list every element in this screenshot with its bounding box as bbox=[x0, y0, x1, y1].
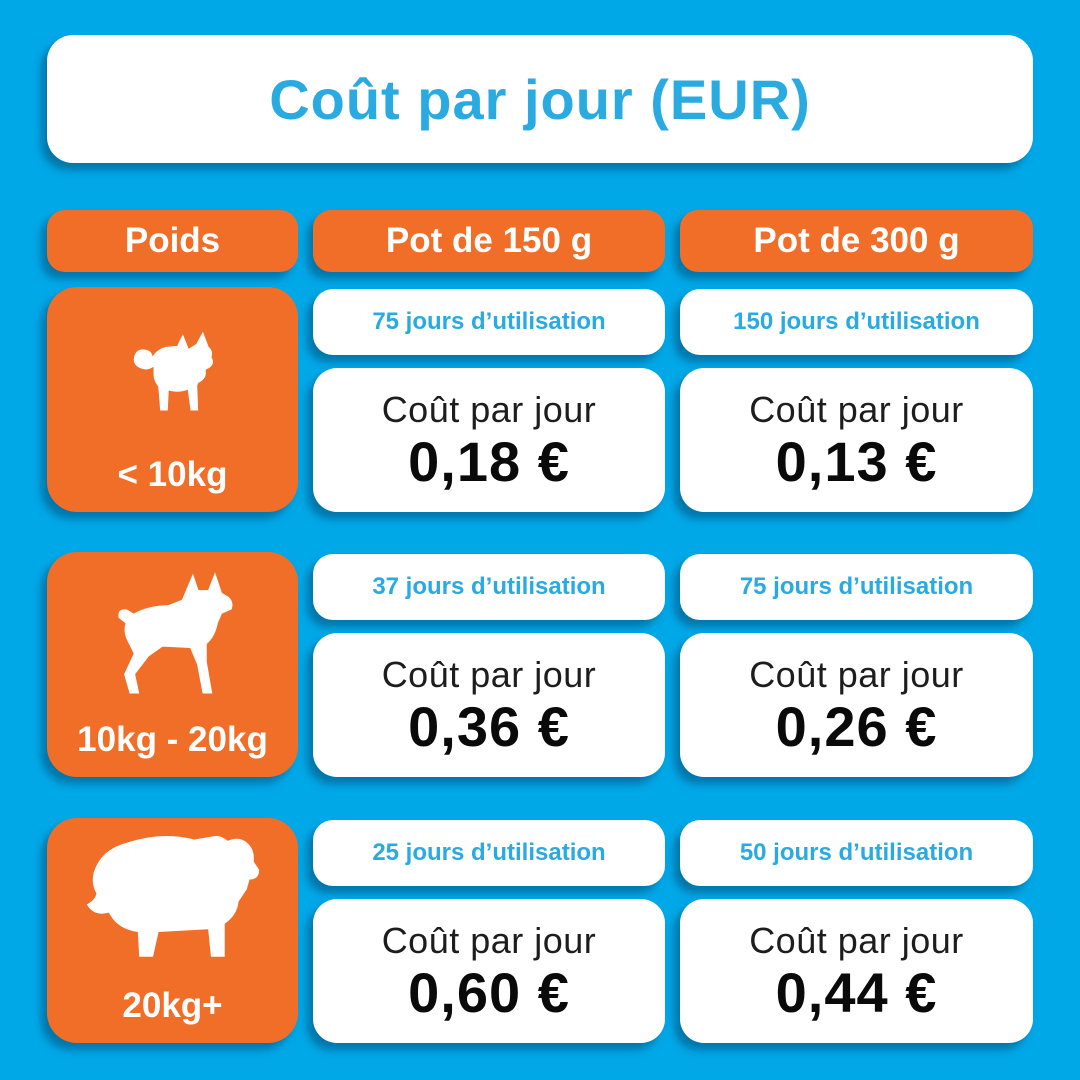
usage-badge: 25 jours d’utilisation bbox=[313, 820, 665, 886]
cost-card: Coût par jour 0,36 € bbox=[313, 633, 665, 777]
usage-text: 75 jours d’utilisation bbox=[739, 573, 974, 600]
column-header-label: Pot de 150 g bbox=[385, 221, 593, 260]
cell-pot-150g: 37 jours d’utilisation Coût par jour 0,3… bbox=[313, 552, 665, 777]
table-row: 10kg - 20kg 37 jours d’utilisation Coût … bbox=[0, 552, 1080, 777]
cell-pot-300g: 75 jours d’utilisation Coût par jour 0,2… bbox=[680, 552, 1033, 777]
usage-text: 25 jours d’utilisation bbox=[372, 839, 606, 866]
column-header-label: Poids bbox=[124, 221, 221, 260]
cost-label: Coût par jour bbox=[749, 920, 964, 961]
weight-card: 10kg - 20kg bbox=[47, 552, 298, 777]
cost-label: Coût par jour bbox=[749, 654, 964, 695]
table-row: < 10kg 75 jours d’utilisation Coût par j… bbox=[0, 287, 1080, 512]
cost-card: Coût par jour 0,26 € bbox=[680, 633, 1033, 777]
cost-label: Coût par jour bbox=[381, 920, 597, 961]
column-header-pot-150g: Pot de 150 g bbox=[313, 210, 665, 272]
cell-pot-300g: 150 jours d’utilisation Coût par jour 0,… bbox=[680, 287, 1033, 512]
usage-badge: 50 jours d’utilisation bbox=[680, 820, 1033, 886]
usage-badge: 37 jours d’utilisation bbox=[313, 554, 665, 620]
weight-card: < 10kg bbox=[47, 287, 298, 512]
usage-text: 150 jours d’utilisation bbox=[733, 308, 980, 335]
usage-text: 75 jours d’utilisation bbox=[372, 308, 606, 335]
cost-label: Coût par jour bbox=[381, 389, 597, 430]
usage-text: 37 jours d’utilisation bbox=[372, 573, 606, 600]
price-value: 0,26 € bbox=[775, 694, 938, 758]
cell-pot-150g: 75 jours d’utilisation Coût par jour 0,1… bbox=[313, 287, 665, 512]
cost-card: Coût par jour 0,18 € bbox=[313, 368, 665, 512]
column-header-label: Pot de 300 g bbox=[753, 221, 960, 260]
weight-card: 20kg+ bbox=[47, 818, 298, 1043]
cell-pot-300g: 50 jours d’utilisation Coût par jour 0,4… bbox=[680, 818, 1033, 1043]
cost-card: Coût par jour 0,13 € bbox=[680, 368, 1033, 512]
large-dog-icon bbox=[73, 818, 273, 988]
cost-card: Coût par jour 0,60 € bbox=[313, 899, 665, 1043]
weight-label: 20kg+ bbox=[122, 986, 223, 1025]
price-value: 0,44 € bbox=[775, 960, 938, 1024]
column-header-poids: Poids bbox=[47, 210, 298, 272]
header-card: Coût par jour (EUR) bbox=[47, 35, 1033, 163]
price-value: 0,13 € bbox=[775, 429, 938, 493]
price-value: 0,18 € bbox=[408, 429, 570, 493]
cost-card: Coût par jour 0,44 € bbox=[680, 899, 1033, 1043]
column-header-pot-300g: Pot de 300 g bbox=[680, 210, 1033, 272]
weight-label: 10kg - 20kg bbox=[77, 720, 268, 759]
usage-badge: 150 jours d’utilisation bbox=[680, 289, 1033, 355]
page-title: Coût par jour (EUR) bbox=[269, 67, 811, 131]
medium-dog-icon bbox=[80, 552, 266, 722]
table-row: 20kg+ 25 jours d’utilisation Coût par jo… bbox=[0, 818, 1080, 1043]
usage-badge: 75 jours d’utilisation bbox=[313, 289, 665, 355]
small-dog-icon bbox=[123, 287, 223, 457]
price-value: 0,36 € bbox=[408, 694, 570, 758]
cost-label: Coût par jour bbox=[749, 389, 964, 430]
usage-text: 50 jours d’utilisation bbox=[739, 839, 974, 866]
usage-badge: 75 jours d’utilisation bbox=[680, 554, 1033, 620]
price-value: 0,60 € bbox=[408, 960, 570, 1024]
cell-pot-150g: 25 jours d’utilisation Coût par jour 0,6… bbox=[313, 818, 665, 1043]
weight-label: < 10kg bbox=[117, 455, 228, 494]
cost-label: Coût par jour bbox=[381, 654, 597, 695]
